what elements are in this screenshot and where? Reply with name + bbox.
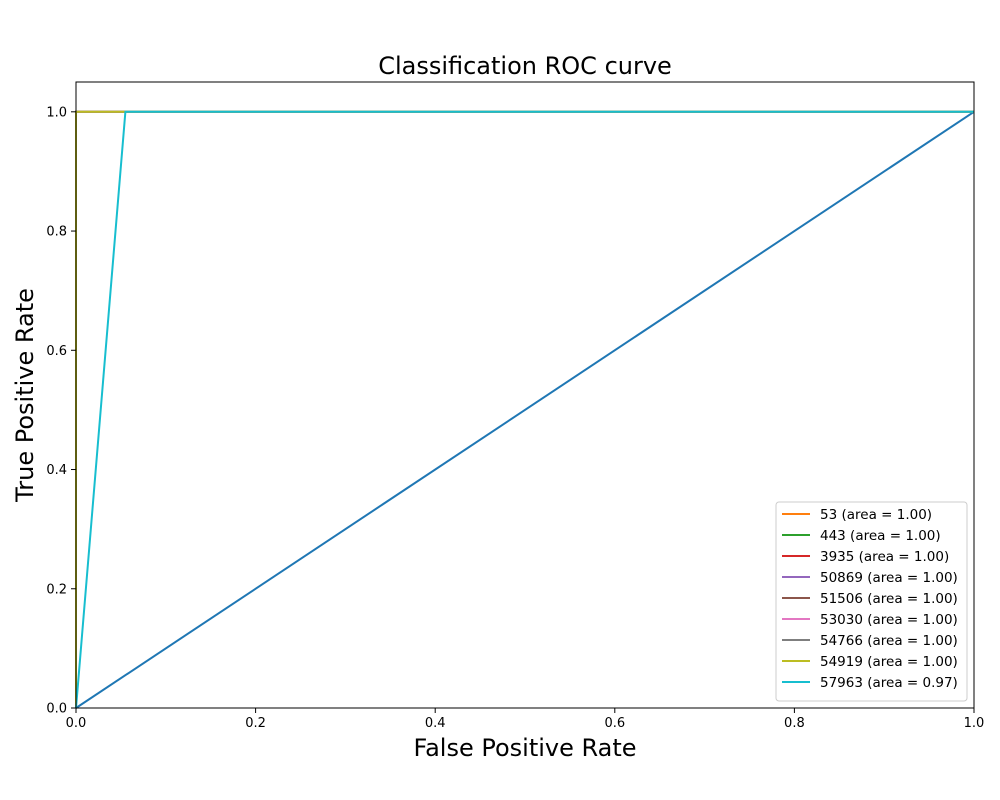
legend-entry-label: 53030 (area = 1.00): [820, 612, 958, 628]
x-tick-label: 1.0: [964, 716, 985, 731]
axes-frame: [75, 81, 975, 709]
x-tick-label: 0.6: [604, 716, 625, 731]
x-tick-label: 0.8: [784, 716, 805, 731]
y-axis-label: True Positive Rate: [11, 288, 39, 503]
y-tick-label: 0.8: [46, 225, 67, 240]
reference-diagonal-line: [75, 110, 975, 709]
legend-box: [775, 501, 968, 702]
legend-entry-label: 3935 (area = 1.00): [820, 549, 949, 565]
series-line-8: [75, 110, 974, 709]
x-axis-label: False Positive Rate: [413, 734, 636, 762]
chart-title: Classification ROC curve: [378, 52, 672, 80]
y-tick-label: 0.6: [46, 344, 67, 359]
legend-entry-label: 50869 (area = 1.00): [820, 570, 958, 586]
legend-entry-label: 54919 (area = 1.00): [820, 654, 958, 670]
legend-entry-label: 57963 (area = 0.97): [820, 675, 958, 691]
legend-entry-label: 53 (area = 1.00): [820, 507, 932, 523]
legend-entry-label: 443 (area = 1.00): [820, 528, 941, 544]
y-tick-label: 0.4: [46, 463, 67, 478]
y-tick-label: 0.0: [46, 702, 67, 717]
legend: 53 (area = 1.00) 443 (area = 1.00) 3935 (a…: [775, 501, 968, 702]
legend-entry-label: 51506 (area = 1.00): [820, 591, 958, 607]
x-tick-label: 0.2: [245, 716, 266, 731]
x-tick-label: 0.0: [66, 716, 87, 731]
y-tick-label: 1.0: [46, 105, 67, 120]
y-axis-ticks: 0.0 0.2 0.4 0.6 0.8 1.0: [46, 105, 76, 717]
y-tick-label: 0.2: [46, 582, 67, 597]
x-axis-ticks: 0.0 0.2 0.4 0.6 0.8 1.0: [66, 708, 985, 731]
legend-entry-label: 54766 (area = 1.00): [820, 633, 958, 649]
x-tick-label: 0.4: [425, 716, 446, 731]
